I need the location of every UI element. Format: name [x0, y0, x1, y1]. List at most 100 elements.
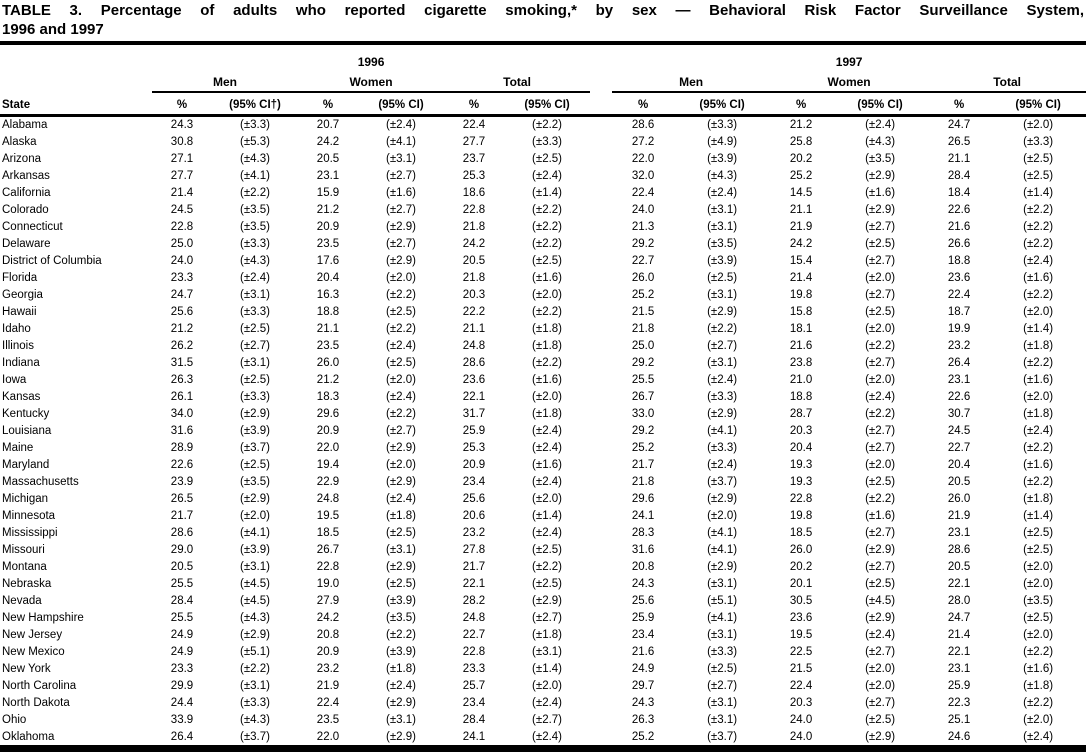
percent-value: 28.4 — [947, 170, 971, 182]
table-body: Alabama 24.3 (±3.3) 20.7 (±2.4) 22.4 (±2.2) 28.… — [0, 116, 1086, 747]
total-1997-header: Total — [928, 71, 1086, 93]
percent-value: 21.2 — [316, 204, 340, 216]
column-gap — [590, 71, 612, 92]
percent-value: 24.9 — [631, 663, 655, 675]
percent-value: 24.1 — [631, 510, 655, 522]
percent-value: 25.9 — [631, 612, 655, 624]
percent-value: 31.6 — [170, 425, 194, 437]
percent-value: 26.3 — [631, 714, 655, 726]
pct-header: % — [770, 92, 833, 117]
ci-value: (±2.4) — [865, 391, 896, 403]
percent-value: 26.7 — [316, 544, 340, 556]
ci-value: (±2.0) — [240, 510, 270, 522]
percent-value: 20.3 — [462, 289, 486, 301]
ci-value: (±1.6) — [865, 187, 896, 199]
percent-value: 19.5 — [316, 510, 340, 522]
ci-value: (±2.0) — [386, 272, 416, 284]
percent-value: 22.8 — [170, 221, 194, 233]
state-name: Louisiana — [2, 425, 52, 437]
ci-value: (±2.5) — [532, 153, 563, 165]
column-gap — [590, 423, 612, 440]
ci-value: (±1.4) — [532, 510, 563, 522]
ci-value: (±3.1) — [386, 714, 416, 726]
percent-value: 26.5 — [170, 493, 194, 505]
year-1997-header: 1997 — [835, 55, 863, 69]
percent-value: 23.7 — [462, 153, 486, 165]
ci-value: (±1.6) — [386, 187, 416, 199]
ci-value: (±4.3) — [240, 714, 270, 726]
percent-value: 28.4 — [170, 595, 194, 607]
ci-value: (±2.2) — [865, 340, 896, 352]
table-row: Idaho 21.2 (±2.5) 21.1 (±2.2) 21.1 (±1.8) 21.8 (… — [0, 321, 1086, 338]
percent-value: 29.6 — [316, 408, 340, 420]
percent-value: 24.8 — [462, 612, 486, 624]
ci-value: (±2.4) — [865, 629, 896, 641]
state-name: Maine — [2, 442, 34, 454]
state-name: Colorado — [2, 204, 49, 216]
percent-value: 30.8 — [170, 136, 194, 148]
percent-value: 24.9 — [170, 629, 194, 641]
percent-value: 31.7 — [462, 408, 486, 420]
ci-value: (±2.0) — [865, 272, 896, 284]
percent-value: 29.2 — [631, 357, 655, 369]
percent-value: 18.5 — [316, 527, 340, 539]
percent-value: 29.9 — [170, 680, 194, 692]
percent-value: 26.0 — [789, 544, 813, 556]
state-name: Nevada — [2, 595, 42, 607]
ci-value: (±1.6) — [532, 272, 563, 284]
table-row: Massachusetts 23.9 (±3.5) 22.9 (±2.9) 23.4 (±2… — [0, 474, 1086, 491]
percent-value: 27.2 — [631, 136, 655, 148]
ci-value: (±2.5) — [1023, 153, 1054, 165]
state-name: Kentucky — [2, 408, 50, 420]
ci-value: (±2.2) — [386, 289, 416, 301]
ci-value: (±2.4) — [532, 170, 563, 182]
percent-value: 22.4 — [947, 289, 971, 301]
table-row: Delaware 25.0 (±3.3) 23.5 (±2.7) 24.2 (±2.2) 29… — [0, 236, 1086, 253]
percent-value: 21.4 — [170, 187, 194, 199]
ci-value: (±3.5) — [865, 153, 896, 165]
state-name: District of Columbia — [2, 255, 102, 267]
ci-value: (±3.1) — [386, 544, 416, 556]
ci-value: (±2.5) — [1023, 170, 1054, 182]
percent-value: 34.0 — [170, 408, 194, 420]
column-gap — [590, 287, 612, 304]
column-gap — [590, 202, 612, 219]
ci-value: (±2.2) — [386, 408, 416, 420]
ci-value: (±3.3) — [707, 391, 738, 403]
ci-value: (±1.8) — [532, 340, 563, 352]
ci-value: (±2.5) — [386, 578, 416, 590]
column-gap — [590, 253, 612, 270]
percent-value: 20.3 — [789, 697, 813, 709]
percent-value: 28.7 — [789, 408, 813, 420]
column-gap — [590, 185, 612, 202]
percent-value: 25.9 — [462, 425, 486, 437]
ci-value: (±1.4) — [1023, 510, 1054, 522]
ci-value: (±3.5) — [386, 612, 416, 624]
table-row: Michigan 26.5 (±2.9) 24.8 (±2.4) 25.6 (±2.0) 29… — [0, 491, 1086, 508]
ci-value: (±2.0) — [1023, 714, 1054, 726]
table-row: District of Columbia 24.0 (±4.3) 17.6 (±2.9)… — [0, 253, 1086, 270]
percent-value: 25.1 — [947, 714, 971, 726]
ci-value: (±2.2) — [1023, 476, 1054, 488]
percent-value: 21.1 — [316, 323, 340, 335]
percent-value: 25.5 — [170, 578, 194, 590]
column-header-row: State % (95% CI†) % (95% CI) % (95% CI) … — [0, 92, 1086, 117]
percent-value: 21.9 — [947, 510, 971, 522]
ci-value: (±1.6) — [1023, 663, 1054, 675]
ci-value: (±3.5) — [240, 476, 270, 488]
ci-value: (±2.5) — [386, 357, 416, 369]
percent-value: 21.8 — [631, 323, 655, 335]
column-gap — [590, 661, 612, 678]
ci-value: (±2.4) — [707, 459, 738, 471]
ci-value: (±2.9) — [386, 731, 416, 743]
percent-value: 25.3 — [462, 442, 486, 454]
pct-header: % — [152, 92, 212, 117]
ci-value: (±3.3) — [532, 136, 563, 148]
ci-value: (±2.2) — [532, 221, 563, 233]
ci-value: (±2.0) — [532, 289, 563, 301]
state-name: Iowa — [2, 374, 27, 386]
ci-value: (±1.8) — [1023, 340, 1054, 352]
ci-value: (±2.9) — [386, 561, 416, 573]
ci-value: (±2.5) — [1023, 544, 1054, 556]
column-gap — [590, 321, 612, 338]
